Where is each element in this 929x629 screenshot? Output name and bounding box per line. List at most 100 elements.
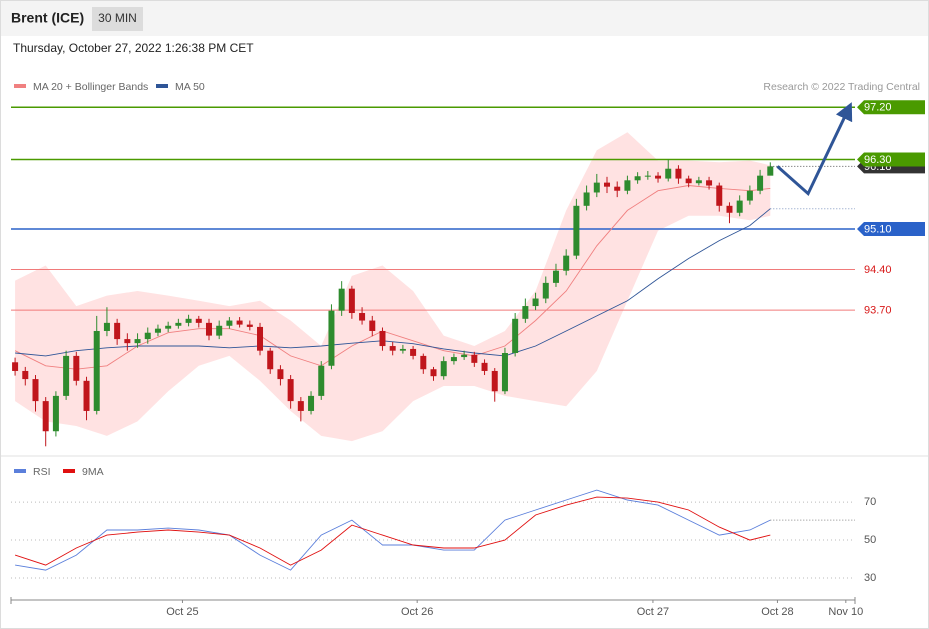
- header-bar: [1, 1, 928, 36]
- candle-body: [675, 168, 682, 179]
- candle-body: [103, 322, 110, 331]
- price-panel: MA 20 + Bollinger Bands MA 5096.1897.2096…: [11, 81, 925, 447]
- candle-body: [757, 175, 764, 191]
- x-tick-label: Oct 26: [401, 606, 433, 618]
- candle-body: [52, 395, 59, 432]
- candle-body: [644, 175, 651, 177]
- legend-label: 9MA: [82, 466, 104, 478]
- candle-body: [32, 379, 39, 402]
- candle-body: [420, 355, 427, 370]
- candle-body: [450, 357, 457, 362]
- candle-body: [134, 339, 141, 344]
- candle-body: [706, 180, 713, 186]
- candle-body: [348, 288, 355, 314]
- candle-body: [205, 322, 212, 336]
- candle-body: [257, 326, 264, 351]
- rsi-line: [15, 489, 771, 571]
- candle-body: [542, 282, 549, 299]
- rsi-panel: RSI 9MA 70 50 30 Oct 25 Oct 26 Oct 27 Oct 28 Nov …: [10, 466, 876, 618]
- candle-body: [22, 370, 29, 380]
- rsi-line: [14, 496, 771, 566]
- candle-body: [563, 255, 570, 271]
- candle-body: [726, 205, 733, 213]
- candle-body: [481, 362, 488, 371]
- candle-body: [665, 168, 672, 179]
- candle-body: [573, 205, 580, 256]
- level-label: 97.20: [864, 102, 892, 114]
- x-tick-label: Oct 27: [637, 606, 669, 618]
- candle-body: [430, 369, 437, 377]
- candle-body: [552, 270, 559, 283]
- bollinger-band: [15, 132, 771, 442]
- x-tick-label: Oct 25: [166, 606, 198, 618]
- candle-body: [175, 322, 182, 326]
- candle-body: [593, 182, 600, 193]
- candle-body: [491, 370, 498, 392]
- candle-body: [308, 395, 315, 411]
- legend-label: RSI: [33, 466, 51, 478]
- candle-body: [165, 325, 172, 329]
- candle-body: [440, 361, 447, 377]
- candle-body: [246, 324, 253, 327]
- indicator-line: [15, 208, 771, 357]
- candle-body: [522, 306, 529, 319]
- candle-body: [461, 354, 468, 358]
- timestamp: Thursday, October 27, 2022 1:26:38 PM CE…: [13, 41, 254, 55]
- candle-body: [604, 182, 611, 187]
- legend-label: MA 50: [175, 81, 205, 93]
- candle-body: [501, 353, 508, 392]
- candle-body: [267, 350, 274, 370]
- x-tick-label: Oct 28: [761, 606, 793, 618]
- candle-body: [716, 185, 723, 206]
- legend-swatch: [156, 84, 168, 88]
- candle-body: [746, 190, 753, 201]
- level-label: 96.30: [864, 154, 892, 166]
- timeframe: 30 MIN: [98, 11, 137, 25]
- level-label: 95.10: [864, 223, 892, 235]
- indicator-line: [14, 185, 771, 370]
- candle-body: [144, 332, 151, 340]
- candle-body: [154, 328, 161, 333]
- candle-body: [195, 318, 202, 323]
- timeframe-badge: [92, 7, 143, 31]
- level-label: 93.70: [864, 305, 892, 317]
- candle-body: [185, 318, 192, 323]
- candle-body: [216, 325, 223, 336]
- candle-body: [287, 379, 294, 402]
- candle-body: [369, 320, 376, 331]
- candle-body: [532, 298, 539, 307]
- candle-body: [63, 355, 70, 396]
- candle-body: [399, 348, 406, 351]
- legend-swatch: [63, 469, 75, 473]
- instrument-title: Brent (ICE): [11, 10, 84, 26]
- candle-body: [328, 310, 335, 366]
- candle-body: [359, 313, 366, 321]
- candle-body: [124, 339, 131, 344]
- candle-body: [277, 369, 284, 380]
- candle-body: [767, 166, 774, 176]
- candle-body: [512, 318, 519, 354]
- legend-label: MA 20 + Bollinger Bands: [33, 81, 148, 93]
- candle-body: [624, 180, 631, 191]
- level-tag: [857, 152, 925, 167]
- candle-body: [114, 322, 121, 340]
- level-tag: [857, 221, 925, 236]
- candle-body: [42, 401, 49, 432]
- candle-body: [583, 192, 590, 206]
- candle-body: [297, 401, 304, 411]
- candle-body: [655, 175, 662, 179]
- candle-body: [83, 380, 90, 411]
- candle-body: [236, 320, 243, 325]
- candle-body: [736, 200, 743, 213]
- candle-body: [614, 186, 621, 191]
- candle-body: [634, 176, 641, 181]
- candle-body: [73, 355, 80, 381]
- candle-body: [389, 346, 396, 351]
- level-label: 94.40: [864, 264, 892, 276]
- candle-body: [12, 362, 19, 371]
- candle-body: [226, 320, 233, 326]
- forecast-arrow: [776, 102, 853, 197]
- candle-body: [410, 348, 417, 356]
